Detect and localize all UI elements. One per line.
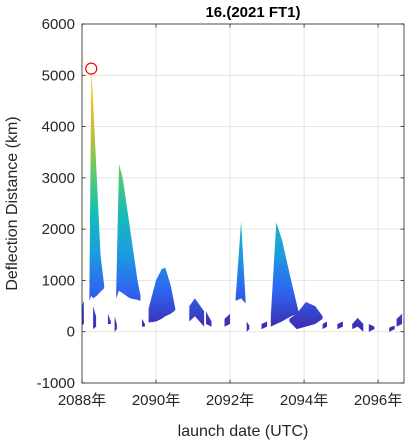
deflection-area	[261, 321, 268, 330]
y-tick-label: -1000	[37, 375, 75, 392]
axes-box	[81, 23, 405, 384]
deflection-area	[270, 222, 299, 327]
y-tick-label: 6000	[42, 16, 75, 33]
y-tick-label: 2000	[42, 221, 75, 238]
x-tick-label: 2090年	[132, 392, 180, 409]
data-areas	[82, 68, 403, 332]
deflection-area	[142, 318, 145, 327]
deflection-area	[107, 313, 111, 324]
deflection-area	[148, 267, 176, 323]
deflection-area	[116, 164, 141, 301]
deflection-area	[389, 325, 395, 332]
marker-layer	[85, 62, 98, 75]
deflection-area	[89, 68, 105, 301]
deflection-area	[352, 317, 364, 332]
y-tick-label: 4000	[42, 119, 75, 136]
deflection-area	[206, 311, 212, 327]
deflection-area	[322, 321, 327, 330]
deflection-area	[82, 300, 84, 326]
x-axis-label: launch date (UTC)	[178, 423, 309, 440]
x-tick-label: 2092年	[206, 392, 254, 409]
chart-title: 16.(2021 FT1)	[205, 4, 300, 21]
y-tick-label: 0	[67, 324, 75, 341]
deflection-area	[189, 298, 205, 327]
deflection-area	[396, 313, 403, 327]
x-tick-label: 2096年	[354, 392, 402, 409]
deflection-area	[246, 321, 250, 332]
y-axis-label: Deflection Distance (km)	[4, 116, 21, 290]
deflection-area	[114, 316, 117, 332]
ticks: 2088年 2090年 2092年 2094年 2096年 -1000 0 1000 2000 3…	[37, 16, 404, 409]
y-tick-label: 5000	[42, 67, 75, 84]
deflection-area	[289, 302, 323, 330]
x-tick-label: 2088年	[58, 392, 106, 409]
deflection-area	[337, 321, 343, 330]
deflection-area	[235, 221, 246, 304]
deflection-area	[93, 306, 97, 330]
y-tick-label: 3000	[42, 170, 75, 187]
deflection-area	[368, 324, 375, 332]
y-tick-label: 1000	[42, 272, 75, 289]
max-marker	[85, 62, 98, 75]
x-tick-label: 2094年	[280, 392, 328, 409]
deflection-area	[224, 313, 230, 327]
plot-area	[82, 24, 404, 383]
